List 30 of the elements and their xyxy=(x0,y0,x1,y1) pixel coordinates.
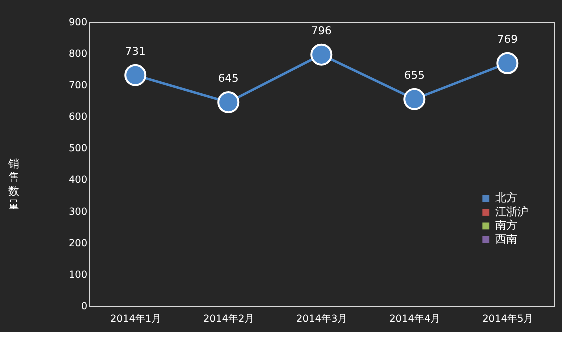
legend-label: 江浙沪 xyxy=(495,205,528,218)
point xyxy=(124,64,147,86)
y-tick-label: 700 xyxy=(68,80,88,92)
x-tick-label: 2014年4月 xyxy=(390,313,441,326)
y-tick-label: 0 xyxy=(81,301,88,312)
data-label: 645 xyxy=(218,72,239,85)
data-label: 731 xyxy=(125,44,146,58)
y-tick-label: 100 xyxy=(68,270,88,281)
x-tick-label: 2014年2月 xyxy=(204,313,255,326)
y-axis-title: 销售数量 xyxy=(8,157,20,212)
y-tick-label: 200 xyxy=(68,238,88,250)
legend-label: 西南 xyxy=(495,232,518,246)
y-tick-label: 800 xyxy=(68,49,88,60)
y-tick-label: 500 xyxy=(68,144,88,155)
data-label: 655 xyxy=(404,68,425,82)
y-tick-label: 400 xyxy=(68,175,88,186)
point xyxy=(310,44,333,66)
legend-label: 北方 xyxy=(495,192,518,205)
point xyxy=(404,88,426,110)
y-tick-label: 300 xyxy=(68,206,88,218)
x-tick-label: 2014年5月 xyxy=(482,313,534,326)
data-label: 796 xyxy=(311,24,332,38)
x-tick-label: 2014年1月 xyxy=(110,313,162,326)
x-tick-label: 2014年3月 xyxy=(296,313,348,326)
y-tick-label: 900 xyxy=(68,18,88,28)
y-tick-label: 600 xyxy=(68,112,88,124)
point xyxy=(496,52,519,74)
data-label: 769 xyxy=(497,32,518,46)
legend-label: 南方 xyxy=(495,219,518,232)
point xyxy=(218,92,240,114)
